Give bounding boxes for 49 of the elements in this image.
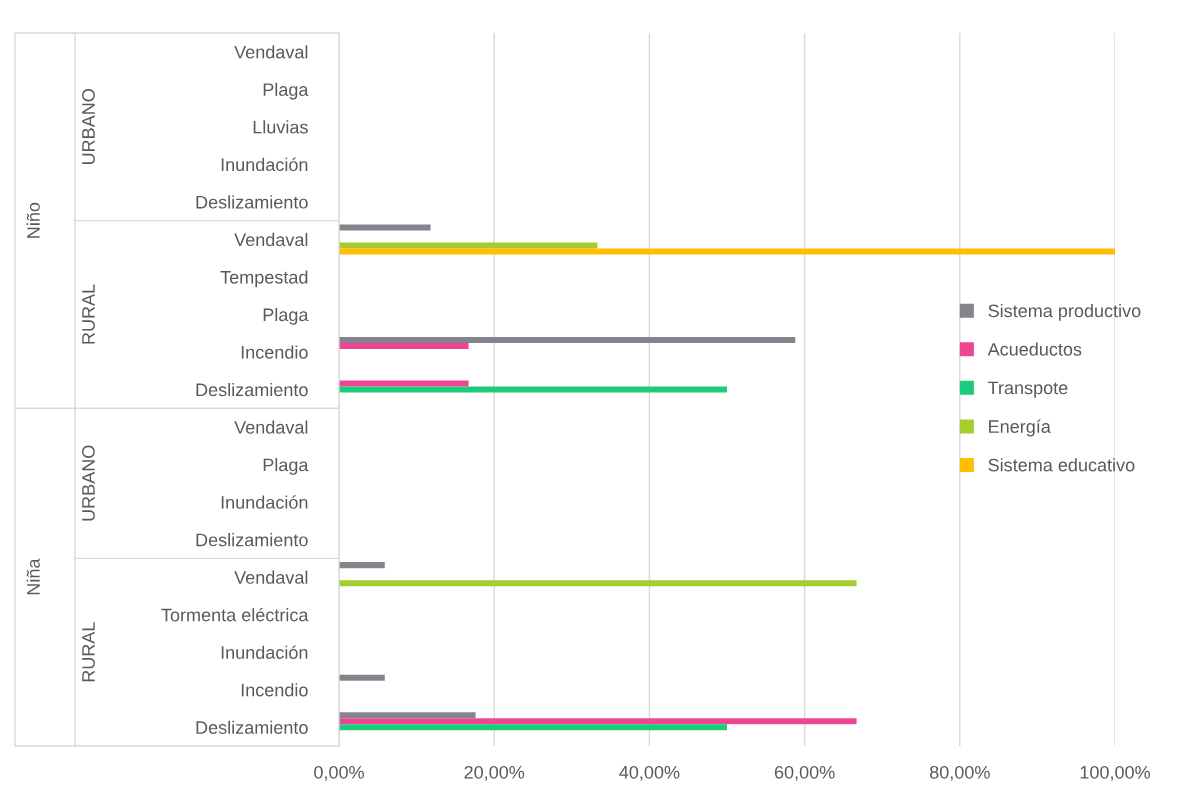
bar — [339, 248, 1115, 255]
bar — [339, 562, 385, 569]
bar — [339, 242, 598, 249]
bar — [339, 336, 796, 343]
text: URBANO — [82, 89, 95, 165]
y-tick-label: Incendio — [241, 345, 308, 359]
bar — [339, 380, 469, 387]
text: Niño — [26, 202, 40, 238]
bar — [339, 674, 385, 681]
y-tick-label: Inundación — [221, 645, 308, 659]
y-tick-label: Tormenta eléctrica — [161, 607, 309, 622]
bar — [339, 342, 469, 349]
text: Niña — [26, 558, 40, 595]
y-tick-label: Deslizamiento — [196, 382, 308, 397]
y-tick-label: Vendaval — [234, 45, 308, 59]
text: URBANO — [82, 445, 95, 521]
y-tick-label: Vendaval — [234, 570, 308, 584]
bar — [339, 712, 476, 719]
bar — [339, 580, 857, 587]
y-tick-label: Tempestad — [220, 270, 308, 288]
text: RURAL — [82, 622, 95, 682]
x-tick-label: 60,00% — [774, 765, 835, 781]
y-tick-label: Vendaval — [234, 420, 308, 434]
x-tick-label: 0,00% — [314, 765, 364, 781]
x-tick-label: 100,00% — [1080, 765, 1150, 781]
y-tick-label: Inundación — [221, 495, 308, 509]
legend-label: Transpote — [988, 381, 1068, 398]
y-tick-label: Vendaval — [234, 232, 308, 247]
y-tick-label: Deslizamiento — [196, 195, 308, 209]
bar — [339, 386, 727, 393]
y-tick-label: Plaga — [263, 82, 309, 100]
bar — [339, 718, 857, 725]
y-tick-label: Deslizamiento — [196, 720, 308, 734]
y-tick-label: Lluvias — [253, 120, 308, 134]
y-tick-label: Incendio — [241, 683, 308, 697]
y-tick-label: Deslizamiento — [196, 533, 308, 547]
y-tick-label: Plaga — [263, 458, 309, 475]
bar — [339, 224, 431, 231]
text: RURAL — [82, 284, 95, 344]
legend-label: Sistema educativo — [988, 458, 1135, 472]
y-tick-label: Inundación — [221, 157, 308, 172]
legend-label: Acueductos — [987, 342, 1082, 356]
y-tick-label: Plaga — [263, 307, 309, 325]
x-tick-label: 40,00% — [619, 765, 680, 781]
x-tick-label: 20,00% — [464, 765, 525, 781]
bar — [339, 724, 727, 731]
legend-label: Energía — [989, 419, 1051, 437]
x-tick-label: 80,00% — [929, 765, 990, 781]
legend-label: Sistema productivo — [988, 303, 1141, 321]
